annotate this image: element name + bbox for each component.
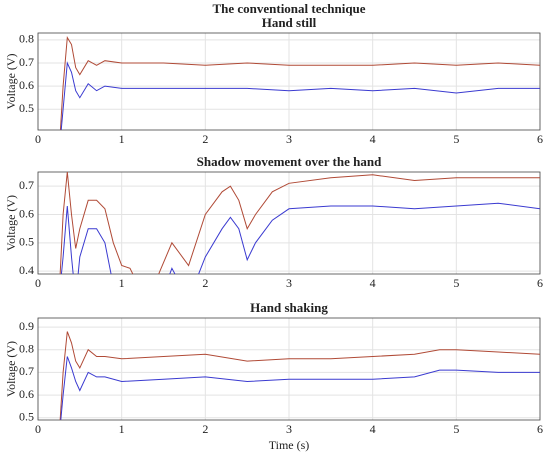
x-tick-label: 4 <box>370 276 376 290</box>
y-tick-label: 0.6 <box>19 78 34 92</box>
x-tick-label: 3 <box>286 132 292 146</box>
x-tick-label: 5 <box>453 132 459 146</box>
x-tick-label: 0 <box>35 422 41 436</box>
series-line <box>59 172 540 274</box>
x-tick-label: 4 <box>370 422 376 436</box>
y-tick-label: 0.5 <box>19 409 34 423</box>
y-tick-label: 0.9 <box>19 319 34 333</box>
y-axis-label: Voltage (V) <box>4 53 18 109</box>
x-tick-label: 2 <box>202 422 208 436</box>
y-tick-label: 0.8 <box>19 341 34 355</box>
x-tick-label: 5 <box>453 276 459 290</box>
series-line <box>60 356 540 420</box>
x-tick-label: 5 <box>453 422 459 436</box>
x-tick-label: 0 <box>35 132 41 146</box>
series-line <box>59 331 540 420</box>
x-tick-label: 2 <box>202 276 208 290</box>
series-line <box>60 202 540 274</box>
x-tick-label: 6 <box>537 132 543 146</box>
y-tick-label: 0.6 <box>19 206 34 220</box>
x-tick-label: 1 <box>119 132 125 146</box>
x-tick-label: 3 <box>286 276 292 290</box>
suptitle: The conventional technique <box>212 1 365 16</box>
series-line <box>59 36 540 130</box>
x-tick-label: 1 <box>119 276 125 290</box>
x-tick-label: 0 <box>35 276 41 290</box>
y-axis-label: Voltage (V) <box>4 195 18 251</box>
axes-box <box>37 171 541 275</box>
x-tick-label: 2 <box>202 132 208 146</box>
x-tick-label: 6 <box>537 422 543 436</box>
y-tick-label: 0.5 <box>19 101 34 115</box>
axes-box <box>37 32 541 131</box>
y-tick-label: 0.4 <box>19 263 34 277</box>
axes-box <box>37 317 541 421</box>
y-tick-label: 0.7 <box>19 364 34 378</box>
subplot-title: Shadow movement over the hand <box>197 154 382 169</box>
subplot-title: Hand shaking <box>250 300 328 315</box>
series-line <box>60 61 540 130</box>
y-tick-label: 0.7 <box>19 55 34 69</box>
y-axis-label: Voltage (V) <box>4 341 18 397</box>
x-tick-label: 4 <box>370 132 376 146</box>
x-axis-label: Time (s) <box>269 438 310 452</box>
y-tick-label: 0.8 <box>19 32 34 46</box>
subplot-title: Hand still <box>262 15 317 30</box>
x-tick-label: 6 <box>537 276 543 290</box>
y-tick-label: 0.7 <box>19 178 34 192</box>
x-tick-label: 3 <box>286 422 292 436</box>
x-tick-label: 1 <box>119 422 125 436</box>
y-tick-label: 0.5 <box>19 235 34 249</box>
y-tick-label: 0.6 <box>19 387 34 401</box>
